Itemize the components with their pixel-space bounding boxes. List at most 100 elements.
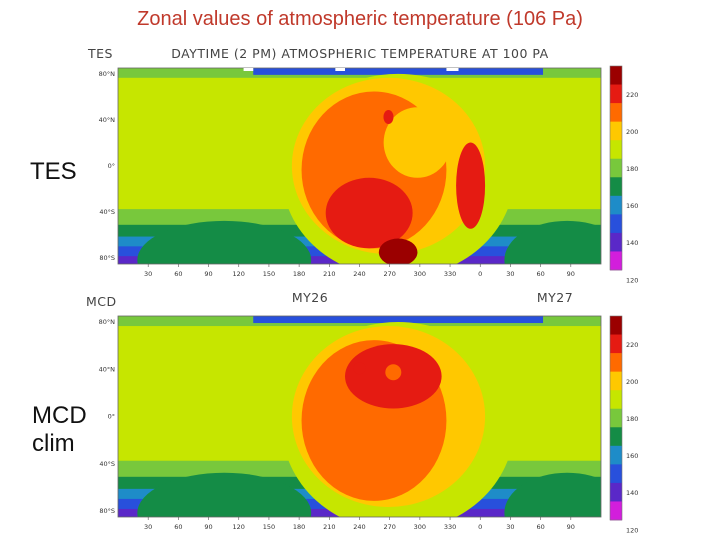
colorbar-tick-label: 120 <box>626 276 638 284</box>
y-tick-label: 80°S <box>99 507 115 515</box>
colorbar-frame <box>609 315 623 521</box>
y-tick-label: 40°S <box>99 460 115 468</box>
hot-spot-small <box>353 362 366 375</box>
mcd-label-line1: MCD <box>32 402 87 429</box>
x-tick-label: 270 <box>383 523 395 531</box>
mcd-label-line2: clim <box>32 429 75 457</box>
colorbar-tick-label: 160 <box>626 452 638 460</box>
colorbar-swatch <box>610 445 622 465</box>
y-tick-label: 40°N <box>99 116 116 124</box>
x-tick-label: 60 <box>174 523 182 531</box>
colorbar-swatch <box>610 464 622 484</box>
x-tick-label: 300 <box>414 270 426 278</box>
panel1-corner-label: TES <box>87 46 113 61</box>
x-tick-label: 180 <box>293 523 305 531</box>
colorbar-swatch <box>610 427 622 447</box>
colorbar-swatch <box>610 232 622 252</box>
data-gap <box>446 68 459 71</box>
x-tick-label: 30 <box>506 523 514 531</box>
tes-side-label: TES <box>30 158 77 185</box>
cool-lobe-right <box>504 220 601 264</box>
y-tick-label: 80°N <box>99 318 116 326</box>
hot-zone-red <box>325 177 413 249</box>
colorbar-swatch <box>610 140 622 160</box>
x-tick-label: 120 <box>233 270 245 278</box>
x-tick-label: 210 <box>323 270 335 278</box>
heatmap-field <box>118 316 601 517</box>
x-tick-label: 30 <box>144 270 152 278</box>
colorbar-swatch <box>610 121 622 141</box>
x-tick-label: 120 <box>233 523 245 531</box>
x-tick-label: 90 <box>567 523 575 531</box>
hot-spot-small <box>383 110 394 124</box>
x-tick-label: 90 <box>567 270 575 278</box>
x-tick-label: 300 <box>414 523 426 531</box>
x-tick-label: 330 <box>444 523 456 531</box>
hot-streak-red <box>456 142 486 229</box>
hot-zone-core <box>385 364 402 381</box>
x-tick-label: 270 <box>383 270 395 278</box>
colorbar-swatch <box>610 316 622 335</box>
heatmap-panel-1 <box>117 67 602 265</box>
data-gap <box>243 68 254 71</box>
y-tick-label: 40°S <box>99 208 115 216</box>
colorbar-swatch <box>610 482 622 502</box>
hot-spot-darkred <box>378 238 418 264</box>
colorbar-frame <box>609 65 623 271</box>
colorbar-swatch <box>610 66 622 85</box>
x-tick-label: 180 <box>293 270 305 278</box>
colorbar-swatch <box>610 158 622 178</box>
colorbar-swatch <box>610 334 622 354</box>
colorbar-tick-label: 180 <box>626 165 638 173</box>
colorbar-swatch <box>610 84 622 104</box>
y-tick-label: 0° <box>108 413 115 421</box>
warm-zone-yellow-notch <box>383 107 452 178</box>
x-tick-label: 150 <box>263 523 275 531</box>
heatmap-panel-2 <box>117 315 602 518</box>
colorbar-tick-label: 220 <box>626 91 638 99</box>
y-tick-label: 80°N <box>99 70 116 78</box>
colorbar-swatch <box>610 501 622 521</box>
colorbar-tick-label: 160 <box>626 202 638 210</box>
colorbar-swatch <box>610 103 622 123</box>
x-tick-label: 210 <box>323 523 335 531</box>
x-tick-label: 60 <box>536 523 544 531</box>
colorbar-tick-label: 120 <box>626 526 638 534</box>
x-tick-label: 90 <box>204 523 212 531</box>
y-tick-label: 80°S <box>99 254 115 262</box>
colorbar-swatch <box>610 214 622 234</box>
series-label-right: MY27 <box>537 290 573 305</box>
data-gap <box>335 68 346 71</box>
cool-lobe-right <box>504 472 601 517</box>
cool-lobe-left <box>137 220 312 264</box>
colorbar-swatch <box>610 408 622 428</box>
x-tick-label: 60 <box>536 270 544 278</box>
slide-title: Zonal values of atmospheric temperature … <box>137 8 583 30</box>
colorbar-swatch <box>610 390 622 410</box>
panel1-header: DAYTIME (2 PM) ATMOSPHERIC TEMPERATURE A… <box>171 46 548 61</box>
x-tick-label: 240 <box>353 523 365 531</box>
x-tick-label: 240 <box>353 270 365 278</box>
x-tick-label: 30 <box>506 270 514 278</box>
colorbar-swatch <box>610 177 622 197</box>
x-tick-label: 150 <box>263 270 275 278</box>
x-tick-label: 30 <box>144 523 152 531</box>
colorbar-tick-label: 140 <box>626 239 638 247</box>
north-band-blue <box>253 68 544 75</box>
x-tick-label: 0 <box>478 270 482 278</box>
colorbar-tick-label: 220 <box>626 341 638 349</box>
colorbar-tick-label: 140 <box>626 489 638 497</box>
series-label-left: MY26 <box>292 290 328 305</box>
mcd-side-label: MCD clim <box>32 402 87 457</box>
colorbar-tick-label: 200 <box>626 378 638 386</box>
colorbar-swatch <box>610 195 622 215</box>
x-tick-label: 60 <box>174 270 182 278</box>
panel2-corner-label: MCD <box>86 294 117 309</box>
x-tick-label: 90 <box>204 270 212 278</box>
x-tick-label: 0 <box>478 523 482 531</box>
colorbar-swatch <box>610 371 622 391</box>
colorbar-swatch <box>610 251 622 271</box>
heatmap-field <box>118 68 601 264</box>
y-tick-label: 40°N <box>99 365 116 373</box>
